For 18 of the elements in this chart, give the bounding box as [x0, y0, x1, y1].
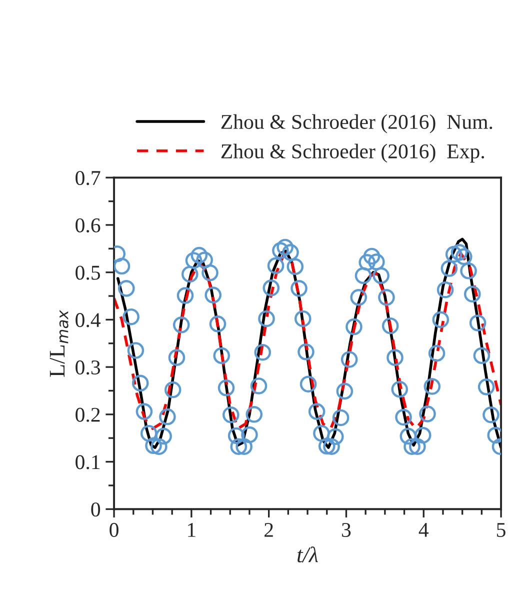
x-tick-label: 4	[418, 523, 429, 537]
y-tick-label: 0	[91, 502, 100, 517]
x-tick-label: 5	[497, 523, 506, 537]
y-axis-title: L/L$_{max}$	[50, 310, 68, 377]
y-tick-label: 0.6	[76, 218, 100, 232]
x-tick-label: 2	[264, 522, 273, 537]
y-tick-label: 0.1	[76, 455, 100, 470]
y-tick-label: 0.3	[76, 360, 100, 375]
x-axis-title: t/λ	[298, 546, 318, 562]
x-tick-label: 3	[342, 522, 351, 537]
x-tick-label: 1	[188, 523, 196, 537]
legend-label: Zhou & Schroeder (2016) Num.	[221, 114, 492, 134]
y-tick-label: 0.5	[76, 266, 100, 280]
y-tick-label: 0.2	[76, 408, 100, 422]
legend-label: Zhou & Schroeder (2016) Exp.	[221, 144, 484, 163]
y-tick-label: 0.4	[76, 313, 101, 328]
y-tick-label: 0.7	[76, 170, 100, 186]
x-tick-label: 0	[110, 522, 118, 537]
